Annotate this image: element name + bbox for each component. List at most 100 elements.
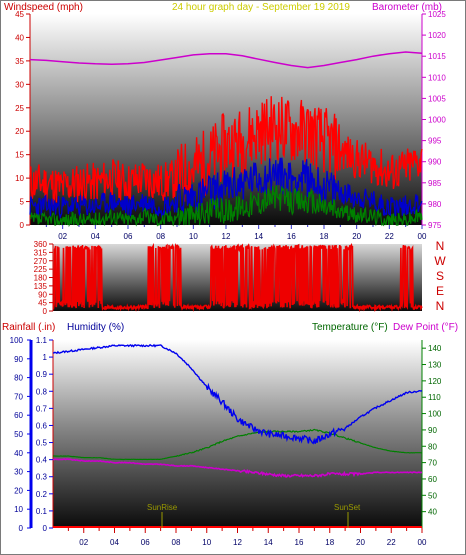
rainfall-tick-label: 0.1 xyxy=(36,507,48,516)
series-windspeed-avg xyxy=(29,157,423,220)
rainfall-tick-label: 0.3 xyxy=(36,473,48,482)
hour-tick-label: 08 xyxy=(172,538,181,547)
hour-tick-label: 22 xyxy=(387,538,396,547)
hour-tick-label: 00 xyxy=(418,232,427,241)
compass-letter: W xyxy=(434,254,446,268)
hour-tick-label: 14 xyxy=(254,232,263,241)
barometer-tick-label: 1015 xyxy=(428,52,446,61)
temperature-tick-label: 120 xyxy=(428,377,442,386)
temperature-tick-label: 80 xyxy=(428,442,437,451)
hour-tick-label: 18 xyxy=(320,232,329,241)
hour-tick-label: 06 xyxy=(141,538,150,547)
direction-tick-label: 270 xyxy=(34,257,48,266)
barometer-tick-label: 1020 xyxy=(428,31,446,40)
direction-tick-label: 90 xyxy=(38,290,47,299)
humidity-tick-label: 70 xyxy=(14,392,23,401)
hour-tick-label: 02 xyxy=(79,538,88,547)
windspeed-tick-label: 10 xyxy=(15,174,24,183)
dewpoint-axis-title: Dew Point (°F) xyxy=(393,322,458,333)
hour-tick-label: 12 xyxy=(233,538,242,547)
hour-tick-label: 04 xyxy=(110,538,119,547)
hour-tick-label: 00 xyxy=(418,538,427,547)
bottom-time-axis: 02 04 06 08 10 12 14 16 18 20 22 00 xyxy=(67,528,427,547)
humidity-tick-label: 100 xyxy=(10,336,24,345)
humidity-tick-label: 90 xyxy=(14,355,23,364)
temperature-axis-title: Temperature (°F) xyxy=(312,322,388,333)
windspeed-tick-label: 45 xyxy=(15,10,24,19)
hour-tick-label: 04 xyxy=(91,232,100,241)
series-windspeed-max xyxy=(29,96,423,206)
rainfall-tick-label: 0.2 xyxy=(36,490,48,499)
windspeed-axis: 0 5 10 15 20 25 30 35 40 45 xyxy=(15,10,31,230)
humidity-tick-label: 50 xyxy=(14,430,23,439)
barometer-tick-label: 975 xyxy=(428,221,442,230)
rainfall-tick-label: 1 xyxy=(43,353,48,362)
graph-date-title: 24 hour graph day - September 19 2019 xyxy=(172,2,350,13)
barometer-tick-label: 995 xyxy=(428,137,442,146)
hour-tick-label: 22 xyxy=(385,232,394,241)
series-temperature xyxy=(52,428,423,461)
rainfall-tick-label: 1.1 xyxy=(36,336,48,345)
barometer-tick-label: 1025 xyxy=(428,10,446,19)
series-dew-point xyxy=(52,458,422,479)
compass-letter: E xyxy=(436,284,444,298)
direction-tick-label: 315 xyxy=(34,248,48,257)
temperature-tick-label: 130 xyxy=(428,361,442,370)
windspeed-axis-title: Windspeed (mph) xyxy=(4,2,83,13)
windspeed-tick-label: 0 xyxy=(20,221,25,230)
humidity-tick-label: 40 xyxy=(14,449,23,458)
rainfall-tick-label: 0.5 xyxy=(36,439,48,448)
hour-tick-label: 16 xyxy=(295,538,304,547)
windspeed-tick-label: 15 xyxy=(15,151,24,160)
direction-tick-label: 225 xyxy=(34,265,48,274)
hour-tick-label: 16 xyxy=(287,232,296,241)
top-time-axis: 02 04 06 08 10 12 14 16 18 20 22 00 xyxy=(45,225,427,241)
series-wind-direction xyxy=(52,242,423,313)
barometer-tick-label: 1005 xyxy=(428,94,446,103)
direction-tick-label: 180 xyxy=(34,274,48,283)
rainfall-tick-label: 0.4 xyxy=(36,456,48,465)
hour-tick-label: 20 xyxy=(356,538,365,547)
humidity-tick-label: 30 xyxy=(14,468,23,477)
hour-tick-label: 18 xyxy=(325,538,334,547)
series-barometer xyxy=(29,51,423,69)
temperature-tick-label: 110 xyxy=(428,393,441,402)
hour-tick-label: 08 xyxy=(156,232,165,241)
hour-tick-label: 20 xyxy=(352,232,361,241)
lower-axes: 0 10 20 30 40 50 60 70 80 90 100 0 0.1 0.2 0.3 0.4 0.5 0.… xyxy=(10,336,442,533)
rainfall-axis-title: Rainfall (.in) xyxy=(2,322,55,333)
direction-tick-label: 135 xyxy=(34,282,48,291)
rainfall-tick-label: 0.8 xyxy=(36,387,48,396)
temperature-tick-label: 50 xyxy=(428,491,437,500)
windspeed-tick-label: 35 xyxy=(15,57,24,66)
barometer-axis-title: Barometer (mb) xyxy=(372,2,442,13)
windspeed-tick-label: 5 xyxy=(20,198,25,207)
hour-tick-label: 02 xyxy=(58,232,67,241)
hour-tick-label: 10 xyxy=(189,232,198,241)
temperature-tick-label: 140 xyxy=(428,344,442,353)
barometer-tick-label: 980 xyxy=(428,200,442,209)
barometer-axis: 975 980 985 990 995 1000 1005 1010 1015 1020 1025 xyxy=(421,10,446,230)
rainfall-tick-label: 0.7 xyxy=(36,404,48,413)
temperature-tick-label: 70 xyxy=(428,459,437,468)
direction-tick-label: 45 xyxy=(38,299,47,308)
hour-tick-label: 12 xyxy=(222,232,231,241)
sunrise-label: SunRise xyxy=(147,503,178,512)
compass-letter: N xyxy=(436,239,445,253)
hour-tick-label: 06 xyxy=(124,232,133,241)
barometer-tick-label: 1010 xyxy=(428,73,446,82)
humidity-tick-label: 20 xyxy=(14,486,23,495)
windspeed-tick-label: 40 xyxy=(15,33,24,42)
windspeed-tick-label: 25 xyxy=(15,104,24,113)
humidity-temperature-series xyxy=(52,343,423,528)
humidity-tick-label: 60 xyxy=(14,411,23,420)
series-windspeed-min xyxy=(29,185,423,228)
barometer-tick-label: 1000 xyxy=(428,116,446,125)
barometer-tick-label: 990 xyxy=(428,158,442,167)
hour-tick-label: 10 xyxy=(202,538,211,547)
series-humidity xyxy=(52,343,423,445)
temperature-tick-label: 60 xyxy=(428,475,437,484)
humidity-temperature-plot-area xyxy=(53,340,422,528)
